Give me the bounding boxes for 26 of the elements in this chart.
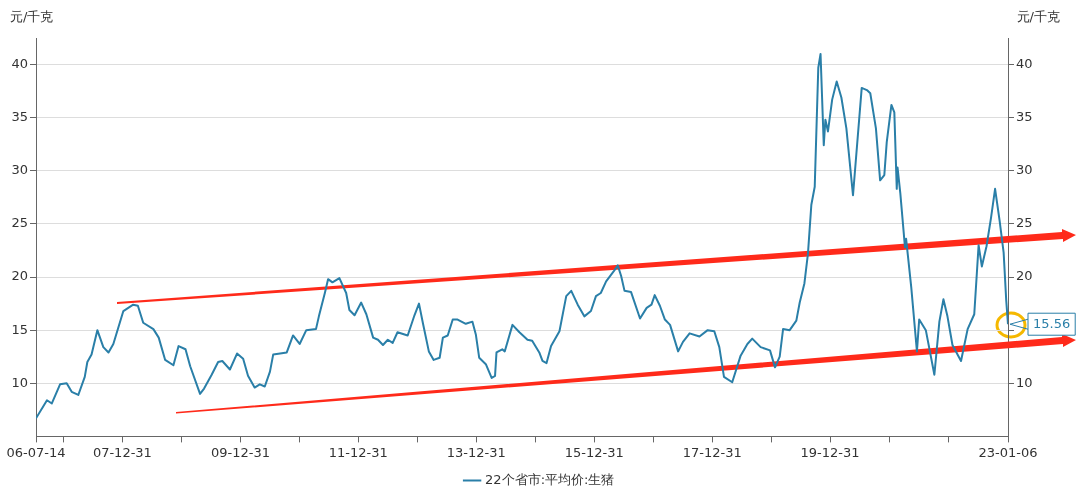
x-tick-label: 11-12-31 (328, 444, 388, 460)
y-tick-label: 40 (11, 55, 28, 71)
y-tick-label: 15 (11, 321, 28, 337)
x-tick-label: 19-12-31 (800, 444, 860, 460)
y2-tick-label: 35 (1016, 109, 1033, 125)
x-tick-label: 07-12-31 (92, 444, 152, 460)
y2-tick-label: 30 (1016, 162, 1033, 178)
y-tick-label: 20 (11, 268, 28, 284)
y-tick-label: 10 (11, 374, 28, 390)
x-tick-label: 06-07-14 (6, 444, 66, 460)
annotation: 15.56 (1033, 315, 1071, 331)
y-tick-label: 35 (11, 109, 28, 125)
y2-tick-label: 20 (1016, 268, 1033, 284)
y2-tick-label: 10 (1016, 374, 1033, 390)
x-tick-label: 15-12-31 (564, 444, 624, 460)
y2-tick-label: 40 (1016, 55, 1033, 71)
x-tick-label: 09-12-31 (210, 444, 270, 460)
y-axis-title: 元/千克 (10, 9, 54, 25)
y2-axis-title: 元/千克 (1016, 9, 1060, 25)
x-tick-label: 13-12-31 (446, 444, 506, 460)
legend-label: 22个省市:平均价:生猪 (485, 471, 615, 487)
y-tick-label: 25 (11, 215, 28, 231)
x-tick-label: 17-12-31 (682, 444, 742, 460)
y-tick-label: 30 (11, 162, 28, 178)
x-tick-label: 23-01-06 (978, 444, 1038, 460)
y2-tick-label: 25 (1016, 215, 1033, 231)
